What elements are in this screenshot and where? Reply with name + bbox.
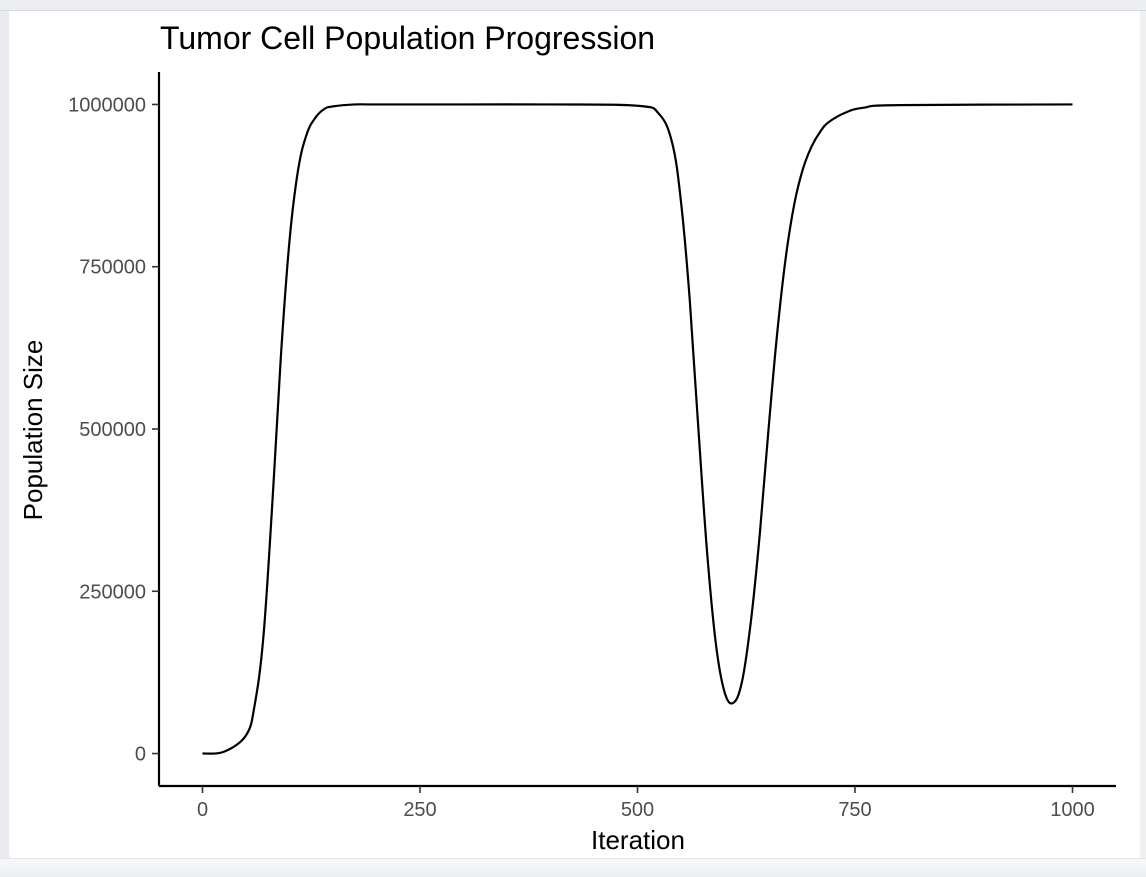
chart-title: Tumor Cell Population Progression <box>160 20 655 56</box>
series-line <box>202 103 1073 755</box>
axes <box>157 72 1116 788</box>
y-tick-label: 250000 <box>79 581 146 603</box>
y-tick-label: 1000000 <box>68 94 146 116</box>
y-axis-ticks: 0 250000 500000 750000 1000000 <box>68 94 159 766</box>
window-toolbar-strip <box>0 0 1146 11</box>
y-tick-label: 500000 <box>79 419 146 441</box>
y-tick-label: 750000 <box>79 257 146 279</box>
x-tick-label: 750 <box>838 799 871 821</box>
x-tick-label: 1000 <box>1050 799 1095 821</box>
x-axis-ticks: 0 250 500 750 1000 <box>197 786 1095 821</box>
y-tick-label: 0 <box>135 744 146 766</box>
x-axis-title: Iteration <box>591 825 685 855</box>
window-bottom-strip <box>0 858 1146 877</box>
y-axis-title: Population Size <box>18 340 48 521</box>
x-tick-label: 250 <box>403 799 436 821</box>
x-tick-label: 0 <box>197 799 208 821</box>
x-tick-label: 500 <box>621 799 654 821</box>
